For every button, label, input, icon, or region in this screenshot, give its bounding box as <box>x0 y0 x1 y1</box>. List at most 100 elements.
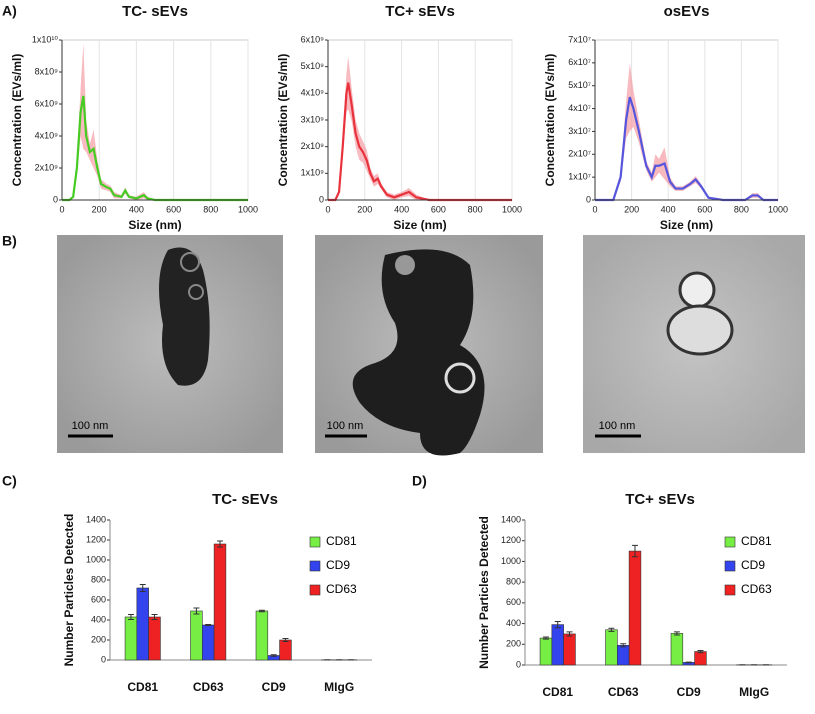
y-tick-label: 5x10⁹ <box>301 61 325 71</box>
bar <box>125 617 137 660</box>
panel-label: C) <box>2 473 17 489</box>
y-axis-label: Concentration (EVs/ml) <box>10 54 24 187</box>
y-tick-label: 1000 <box>86 554 106 564</box>
x-tick-label: 200 <box>357 204 372 214</box>
bar <box>149 617 161 660</box>
y-tick-label: 400 <box>91 614 106 624</box>
plot-area <box>62 40 248 200</box>
bar <box>137 588 149 660</box>
y-axis-label: Concentration (EVs/ml) <box>276 54 290 187</box>
x-tick-label: 600 <box>697 204 712 214</box>
x-tick-label: 400 <box>129 204 144 214</box>
bar <box>280 640 292 660</box>
chart-title: TC- sEVs <box>212 491 278 508</box>
bar <box>564 634 576 665</box>
y-tick-label: 6x10⁹ <box>35 98 59 108</box>
x-tick-label: MIgG <box>324 680 354 694</box>
panel-label: A) <box>2 3 17 19</box>
error-bar <box>205 625 211 626</box>
bar <box>695 652 707 665</box>
legend-label: CD63 <box>741 582 772 596</box>
y-tick-label: 1000 <box>501 556 521 566</box>
x-tick-label: 0 <box>59 204 64 214</box>
line <box>62 96 248 200</box>
y-tick-label: 400 <box>506 618 521 628</box>
error-bar <box>686 662 692 663</box>
y-tick-label: 0 <box>319 194 324 204</box>
x-tick-label: 400 <box>661 204 676 214</box>
y-tick-label: 200 <box>506 639 521 649</box>
chart-title: TC+ sEVs <box>385 3 455 20</box>
y-tick-label: 1x10⁷ <box>568 172 591 182</box>
x-tick-label: CD63 <box>193 680 224 694</box>
legend-label: CD9 <box>741 558 765 572</box>
y-tick-label: 1200 <box>501 535 521 545</box>
y-tick-label: 0 <box>586 194 591 204</box>
y-axis-label: Number Particles Detected <box>477 516 491 669</box>
y-tick-label: 0 <box>516 659 521 669</box>
y-tick-label: 1x10⁹ <box>301 168 325 178</box>
x-tick-label: 600 <box>431 204 446 214</box>
y-tick-label: 2x10⁹ <box>35 162 59 172</box>
chart-title: osEVs <box>664 3 710 20</box>
x-tick-label: 800 <box>203 204 218 214</box>
bar <box>617 645 629 665</box>
bar <box>671 633 683 665</box>
x-tick-label: 1000 <box>768 204 788 214</box>
bar <box>606 630 618 665</box>
y-tick-label: 600 <box>506 597 521 607</box>
y-tick-label: 800 <box>91 574 106 584</box>
chart-title: TC- sEVs <box>122 3 188 20</box>
bar <box>202 625 214 660</box>
x-tick-label: CD9 <box>262 680 286 694</box>
legend-label: CD81 <box>741 534 772 548</box>
x-tick-label: 800 <box>468 204 483 214</box>
y-tick-label: 4x10⁹ <box>35 130 59 140</box>
tem-image: 100 nm <box>315 235 543 456</box>
y-tick-label: 0 <box>101 654 106 664</box>
y-tick-label: 200 <box>91 634 106 644</box>
bar <box>214 544 226 660</box>
legend-label: CD63 <box>326 582 357 596</box>
x-axis-label: Size (nm) <box>128 218 181 232</box>
y-tick-label: 1x10¹⁰ <box>32 34 59 44</box>
y-tick-label: 6x10⁷ <box>568 57 591 67</box>
chart-title: TC+ sEVs <box>625 491 695 508</box>
tem-image: 100 nm <box>583 235 805 453</box>
bar <box>540 638 552 665</box>
y-axis-label: Number Particles Detected <box>62 514 76 667</box>
bar <box>629 551 641 665</box>
x-tick-label: CD9 <box>677 685 701 699</box>
x-tick-label: CD81 <box>542 685 573 699</box>
x-tick-label: 400 <box>394 204 409 214</box>
x-tick-label: 200 <box>92 204 107 214</box>
x-tick-label: MIgG <box>739 685 769 699</box>
x-axis-label: Size (nm) <box>393 218 446 232</box>
y-tick-label: 1400 <box>501 514 521 524</box>
legend-label: CD9 <box>326 558 350 572</box>
panel-label: D) <box>412 473 427 489</box>
scale-bar-label: 100 nm <box>72 420 109 432</box>
plot-area <box>595 40 778 200</box>
legend-swatch <box>310 585 320 595</box>
tem-image: 100 nm <box>57 235 283 453</box>
y-tick-label: 600 <box>91 594 106 604</box>
y-tick-label: 2x10⁷ <box>568 149 591 159</box>
legend-swatch <box>310 537 320 547</box>
y-tick-label: 800 <box>506 577 521 587</box>
y-tick-label: 6x10⁹ <box>301 34 325 44</box>
y-axis-label: Concentration (EVs/ml) <box>543 54 557 187</box>
y-tick-label: 2x10⁹ <box>301 141 325 151</box>
x-tick-label: 800 <box>734 204 749 214</box>
y-tick-label: 3x10⁷ <box>568 126 591 136</box>
bar <box>256 611 268 660</box>
x-tick-label: 1000 <box>238 204 258 214</box>
legend-swatch <box>725 585 735 595</box>
y-tick-label: 1200 <box>86 534 106 544</box>
y-tick-label: 4x10⁷ <box>568 103 591 113</box>
y-tick-label: 0 <box>53 194 58 204</box>
panel-label: B) <box>2 233 17 249</box>
x-tick-label: CD63 <box>608 685 639 699</box>
x-tick-label: 1000 <box>502 204 522 214</box>
